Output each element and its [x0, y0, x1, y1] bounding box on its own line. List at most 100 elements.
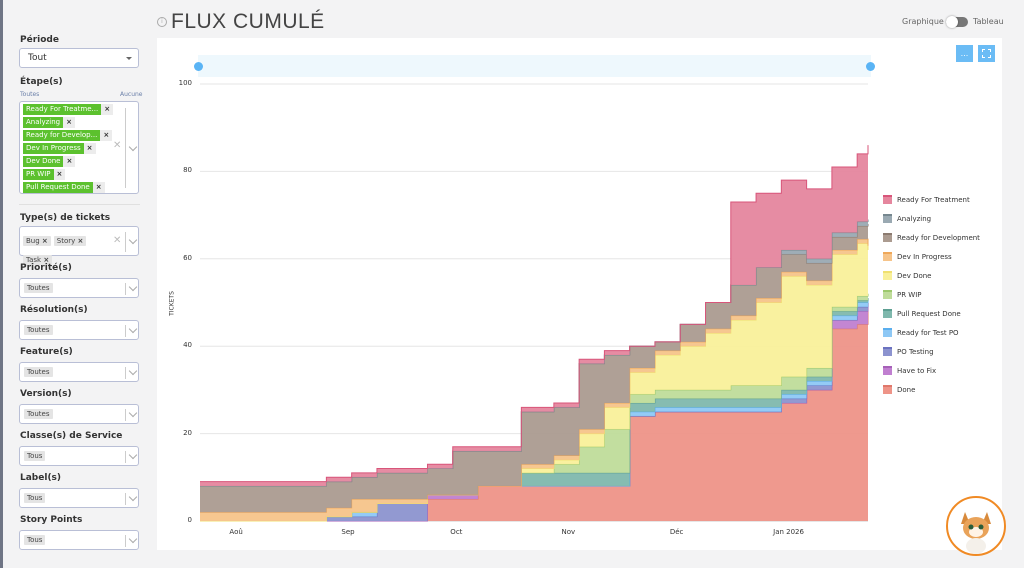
y-tick-label: 80: [183, 166, 192, 175]
x-tick-label: Aoû: [229, 528, 243, 536]
version-select[interactable]: Toutes: [19, 404, 139, 424]
remove-chip-icon[interactable]: ×: [43, 256, 50, 264]
clear-icon[interactable]: ✕: [113, 140, 122, 151]
area-ready-for-test-po[interactable]: [200, 298, 868, 521]
etape-tag-label: Ready for Develop...: [23, 130, 101, 141]
legend-item[interactable]: Dev In Progress: [883, 252, 952, 261]
remove-tag-icon[interactable]: ×: [100, 130, 113, 141]
legend-item[interactable]: PO Testing: [883, 347, 934, 356]
legend-item[interactable]: Ready For Treatment: [883, 195, 970, 204]
etapes-multiselect[interactable]: Ready For Treatme... × Analyzing × Ready for…: [19, 101, 139, 194]
etape-tag: Ready for Develop... ×: [23, 130, 138, 141]
range-handle-start[interactable]: [194, 62, 203, 71]
area-ready-for-development[interactable]: [200, 223, 868, 513]
separator: [125, 535, 126, 547]
etape-tag: Dev In Progress ×: [23, 143, 138, 154]
legend-item[interactable]: Have to Fix: [883, 366, 936, 375]
fullscreen-icon: [982, 49, 991, 58]
line-ready-for-treatment: [200, 145, 869, 483]
legend-label: Ready For Treatment: [897, 195, 970, 204]
y-tick-label: 20: [183, 428, 192, 437]
type-chip-label: Story: [56, 237, 76, 245]
view-tableau-label[interactable]: Tableau: [973, 17, 1004, 26]
legend-item[interactable]: Analyzing: [883, 214, 931, 223]
legend-swatch: [883, 252, 892, 261]
separator: [125, 493, 126, 505]
etape-tag-label: Analyzing: [23, 117, 64, 128]
priorite-label: Priorité(s): [20, 263, 72, 273]
legend-item[interactable]: PR WIP: [883, 290, 922, 299]
label-value: Tous: [24, 493, 46, 503]
view-toggle[interactable]: [946, 16, 968, 28]
view-graphique-label[interactable]: Graphique: [902, 17, 944, 26]
info-icon[interactable]: i: [157, 17, 167, 27]
x-tick-label: Oct: [450, 528, 463, 536]
legend-item[interactable]: Ready for Development: [883, 233, 980, 242]
remove-tag-icon[interactable]: ×: [92, 182, 105, 193]
divider: [19, 204, 140, 205]
feature-select[interactable]: Toutes: [19, 362, 139, 382]
legend-item[interactable]: Done: [883, 385, 915, 394]
range-handle-end[interactable]: [866, 62, 875, 71]
legend-item[interactable]: Ready for Test PO: [883, 328, 959, 337]
area-dev-done[interactable]: [200, 243, 868, 521]
legend-item[interactable]: Pull Request Done: [883, 309, 961, 318]
classe-select[interactable]: Tous: [19, 446, 139, 466]
remove-tag-icon[interactable]: ×: [83, 143, 96, 154]
range-selector[interactable]: [198, 55, 871, 77]
type-chip: Story ×: [53, 236, 87, 246]
resolution-select[interactable]: Toutes: [19, 320, 139, 340]
separator: [125, 232, 126, 252]
legend-swatch: [883, 233, 892, 242]
types-multiselect[interactable]: Bug × Story ×Task × ✕: [19, 226, 139, 265]
etape-tag-label: Pull Request Done: [23, 182, 93, 193]
etape-tag: Dev Done ×: [23, 156, 138, 167]
remove-chip-icon[interactable]: ×: [77, 237, 84, 245]
remove-tag-icon[interactable]: ×: [63, 117, 75, 128]
area-done[interactable]: [200, 302, 868, 522]
legend-swatch: [883, 271, 892, 280]
story_points-label: Story Points: [20, 515, 83, 525]
remove-tag-icon[interactable]: ×: [53, 169, 66, 180]
resolution-value: Toutes: [24, 325, 53, 335]
label-label: Label(s): [20, 473, 62, 483]
clear-icon[interactable]: ✕: [113, 235, 122, 246]
separator: [125, 283, 126, 295]
legend-label: PR WIP: [897, 290, 922, 299]
y-tick-label: 40: [183, 341, 192, 350]
classe-value: Tous: [24, 451, 46, 461]
legend-swatch: [883, 385, 892, 394]
assistant-avatar[interactable]: [946, 496, 1006, 556]
type-chip-label: Task: [26, 256, 42, 264]
area-pull-request-done[interactable]: [200, 298, 868, 521]
story_points-select[interactable]: Tous: [19, 530, 139, 550]
legend-item[interactable]: Dev Done: [883, 271, 931, 280]
periode-select[interactable]: Tout: [19, 48, 139, 68]
etape-tag-label: Ready For Treatme...: [23, 104, 102, 115]
cat-icon: [961, 512, 991, 554]
etapes-label: Étape(s): [20, 77, 63, 87]
etape-tag-label: Dev In Progress: [23, 143, 84, 154]
y-tick-label: 0: [187, 516, 192, 524]
etapes-all-link[interactable]: Toutes: [20, 91, 40, 98]
separator: [125, 108, 126, 188]
types-label: Type(s) de tickets: [20, 213, 111, 223]
fullscreen-button[interactable]: [978, 45, 995, 62]
resolution-label: Résolution(s): [20, 305, 88, 315]
etape-tag: Ready For Treatme... ×: [23, 104, 138, 115]
periode-label: Période: [20, 35, 59, 45]
window-edge: [0, 0, 3, 568]
legend-swatch: [883, 366, 892, 375]
priorite-select[interactable]: Toutes: [19, 278, 139, 298]
chart-menu-button[interactable]: ...: [956, 45, 973, 62]
legend-label: Done: [897, 385, 916, 394]
remove-chip-icon[interactable]: ×: [41, 237, 48, 245]
label-select[interactable]: Tous: [19, 488, 139, 508]
remove-tag-icon[interactable]: ×: [101, 104, 114, 115]
x-tick-label: Jan 2026: [773, 528, 804, 536]
etapes-none-link[interactable]: Aucune: [120, 91, 143, 98]
remove-tag-icon[interactable]: ×: [63, 156, 76, 167]
separator: [125, 409, 126, 421]
y-tick-label: 60: [183, 253, 192, 262]
type-chip-label: Bug: [26, 237, 40, 245]
